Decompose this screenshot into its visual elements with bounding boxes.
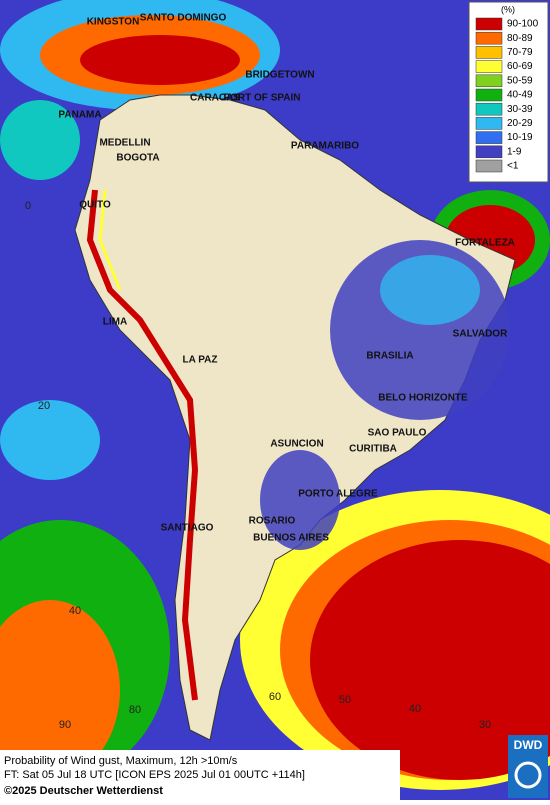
grid-label: 40 [69,605,81,617]
logo-text: DWD [514,738,543,752]
city-label: FORTALEZA [455,238,515,249]
legend-swatch [475,17,503,31]
grid-label: 80 [129,704,141,716]
grid-label: 90 [59,719,71,731]
city-label: BRASILIA [366,351,413,362]
city-label: PANAMA [58,110,101,121]
city-label: MEDELLIN [99,138,150,149]
city-label: QUITO [79,200,111,211]
legend-swatch [475,102,503,116]
legend-title: (%) [501,4,515,14]
legend-label: 50-59 [507,75,533,86]
legend-swatch [475,159,503,173]
grid-label: 50 [339,694,351,706]
city-label: SALVADOR [453,329,508,340]
city-label: PORTO ALEGRE [298,489,378,500]
city-label: BELO HORIZONTE [378,393,468,404]
city-label: KINGSTON [87,17,140,28]
legend-swatch [475,117,503,130]
legend-label: 1-9 [507,146,522,157]
city-label: BOGOTA [116,153,159,164]
city-label: CARACAS [190,93,240,104]
city-label: ROSARIO [249,516,296,527]
legend-label: 60-69 [507,61,533,72]
legend-swatch [475,46,503,59]
city-label: PORT OF SPAIN [223,93,300,104]
legend-label: 70-79 [507,47,533,58]
legend-swatch [475,74,503,88]
city-label: BRIDGETOWN [245,70,314,81]
city-label: SANTIAGO [161,523,214,534]
legend-swatch [475,131,503,144]
legend-label: <1 [507,161,519,172]
city-label: BUENOS AIRES [253,533,329,544]
legend-label: 40-49 [507,90,533,101]
land-field [86,189,510,701]
legend-swatch [475,145,503,159]
legend: (%) 90-100 80-89 70-79 60-69 50-59 40-49 30-39… [468,1,549,183]
legend-label: 30-39 [507,104,533,115]
city-label: CURITIBA [349,444,397,455]
city-label: ASUNCION [270,439,323,450]
legend-label: 80-89 [507,33,533,44]
grid-label: 60 [269,691,281,703]
legend-swatch [475,60,503,73]
legend-label: 20-29 [507,118,533,129]
city-label: LIMA [103,317,127,328]
grid-label: 30 [479,719,491,731]
grid-label: 40 [409,703,421,715]
city-label: PARAMARIBO [291,141,359,152]
copyright: ©2025 Deutscher Wetterdienst [4,785,163,797]
footer-line: Probability of Wind gust, Maximum, 12h >… [4,755,238,767]
legend-label: 10-19 [507,132,533,143]
logo: DWD [508,735,548,798]
footer: Probability of Wind gust, Maximum, 12h >… [0,750,400,800]
city-label: SAO PAULO [368,428,427,439]
grid-label: 20 [38,400,50,412]
legend-label: 90-100 [507,19,539,30]
city-label: SANTO DOMINGO [140,13,227,24]
legend-swatch [475,88,503,102]
grid-label: 0 [25,200,31,212]
legend-swatch [475,31,503,45]
footer-line: FT: Sat 05 Jul 18 UTC [ICON EPS 2025 Jul… [4,769,305,781]
city-label: LA PAZ [183,355,218,366]
